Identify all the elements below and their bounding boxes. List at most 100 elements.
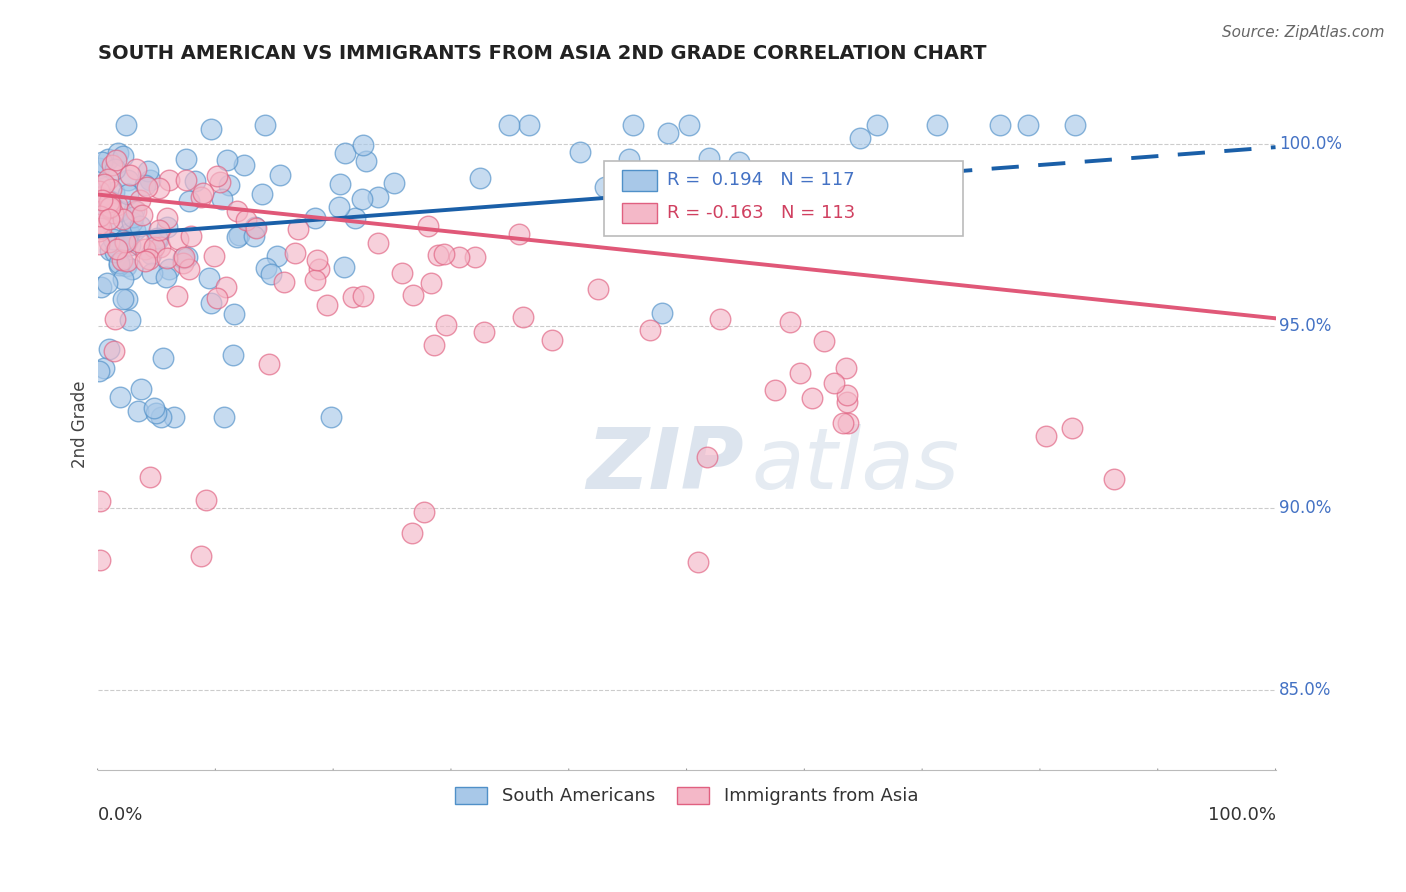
Point: [699, 151, 721, 165]
Point: [427, 247, 450, 261]
Point: [927, 118, 949, 132]
Point: [224, 307, 246, 321]
Point: [156, 211, 179, 225]
Point: [104, 312, 127, 326]
Point: [449, 250, 471, 264]
Point: [98, 194, 121, 209]
Point: [111, 253, 134, 268]
Point: [177, 262, 200, 277]
Point: [328, 200, 350, 214]
Point: [209, 174, 232, 188]
Point: [98, 194, 121, 209]
Point: [342, 290, 364, 304]
Point: [401, 287, 423, 301]
Point: [89, 494, 111, 508]
Point: [127, 404, 149, 418]
Point: [177, 194, 200, 209]
Point: [541, 333, 564, 347]
Text: 95.0%: 95.0%: [1279, 317, 1331, 334]
Point: [191, 186, 214, 200]
Point: [104, 244, 127, 259]
Point: [141, 247, 163, 261]
Point: [134, 254, 156, 268]
Point: [382, 176, 405, 190]
Point: [97, 235, 120, 249]
Point: [207, 291, 229, 305]
Point: [621, 118, 644, 132]
Point: [104, 161, 127, 176]
Point: [87, 190, 110, 204]
Point: [226, 230, 249, 244]
Point: [651, 306, 673, 320]
FancyBboxPatch shape: [605, 161, 963, 235]
Point: [121, 210, 143, 224]
Legend: South Americans, Immigrants from Asia: South Americans, Immigrants from Asia: [447, 780, 925, 813]
Point: [329, 177, 352, 191]
Point: [90, 194, 112, 208]
Point: [114, 235, 136, 250]
Point: [148, 240, 170, 254]
Point: [118, 226, 141, 240]
Point: [413, 505, 436, 519]
Point: [98, 201, 121, 215]
Point: [139, 470, 162, 484]
Text: R = -0.163   N = 113: R = -0.163 N = 113: [666, 204, 855, 222]
Point: [657, 126, 679, 140]
Point: [593, 180, 616, 194]
Point: [125, 161, 148, 176]
Point: [155, 270, 177, 285]
Point: [233, 157, 256, 171]
Point: [87, 364, 110, 378]
Point: [157, 173, 180, 187]
Point: [211, 192, 233, 206]
Point: [143, 240, 166, 254]
Point: [103, 185, 125, 199]
Point: [763, 383, 786, 397]
Point: [569, 145, 592, 159]
Point: [97, 152, 120, 166]
Point: [709, 312, 731, 326]
Point: [432, 246, 454, 260]
Point: [837, 394, 859, 409]
Point: [308, 262, 330, 277]
Point: [661, 176, 683, 190]
Point: [517, 118, 540, 132]
Point: [245, 220, 267, 235]
Point: [304, 211, 326, 226]
Point: [250, 186, 273, 201]
Point: [128, 193, 150, 207]
Point: [1035, 429, 1057, 443]
Point: [184, 174, 207, 188]
Point: [512, 310, 534, 325]
Point: [117, 172, 139, 186]
Point: [333, 260, 356, 274]
Point: [212, 409, 235, 424]
Point: [101, 232, 124, 246]
Point: [498, 118, 520, 132]
Point: [103, 206, 125, 220]
Point: [205, 169, 228, 184]
Point: [120, 312, 142, 326]
Point: [225, 203, 247, 218]
Point: [105, 198, 128, 212]
Point: [108, 390, 131, 404]
Point: [316, 298, 339, 312]
Point: [176, 152, 198, 166]
Point: [87, 237, 110, 252]
Point: [91, 155, 114, 169]
Point: [202, 249, 225, 263]
Point: [418, 219, 440, 233]
Point: [87, 217, 110, 231]
Point: [254, 261, 277, 276]
Point: [111, 272, 134, 286]
Point: [472, 325, 495, 339]
Point: [128, 219, 150, 233]
Point: [121, 262, 143, 277]
Point: [136, 164, 159, 178]
Point: [97, 342, 120, 356]
Point: [837, 416, 859, 430]
Point: [245, 220, 267, 235]
Point: [114, 232, 136, 246]
Point: [728, 154, 751, 169]
Point: [90, 221, 112, 235]
